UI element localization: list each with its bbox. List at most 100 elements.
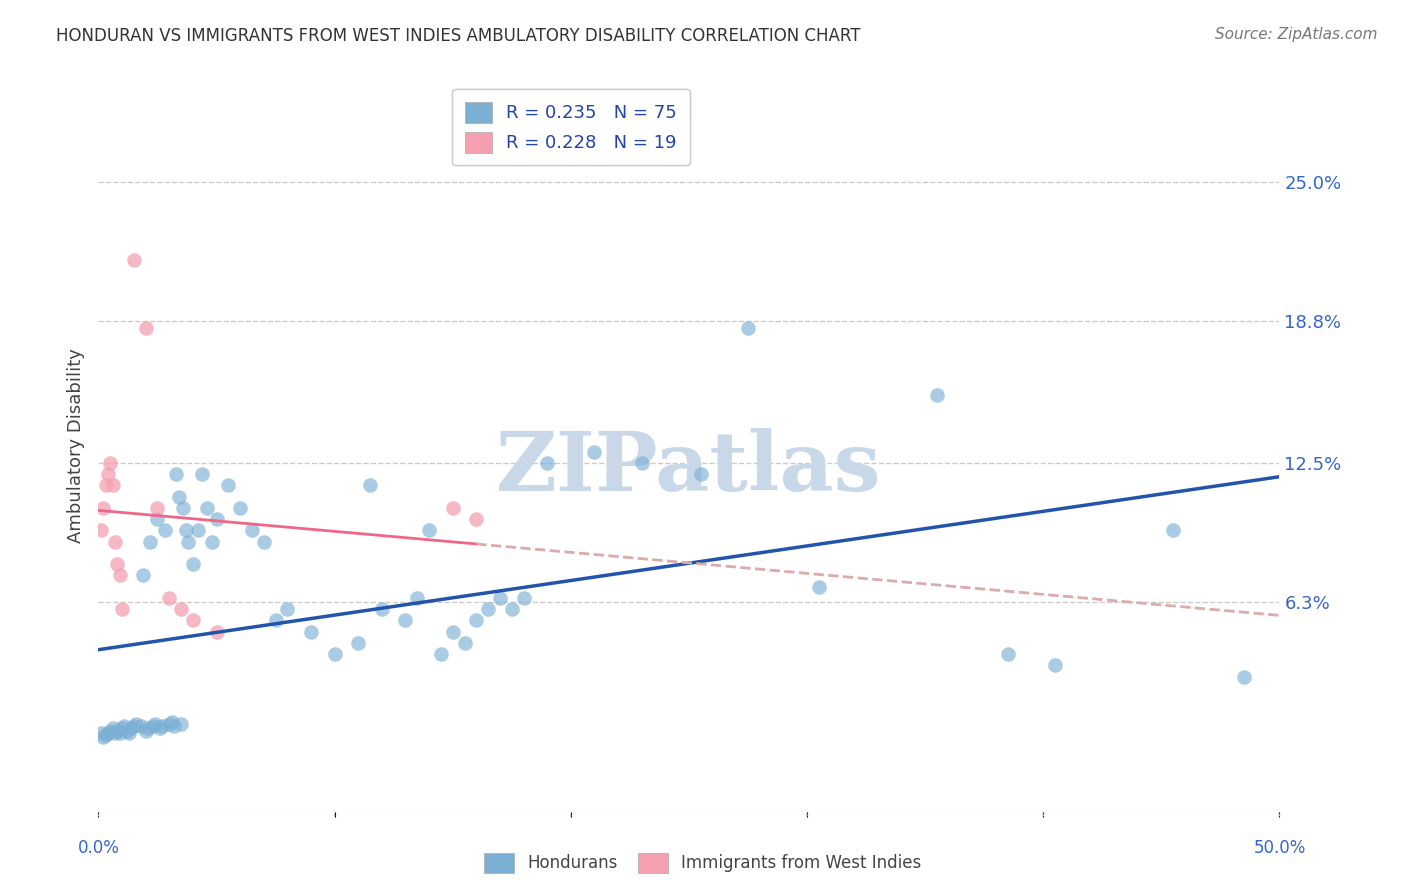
Point [153, 524, 176, 538]
Point [101, 478, 124, 492]
Text: HONDURAN VS IMMIGRANTS FROM WEST INDIES AMBULATORY DISABILITY CORRELATION CHART: HONDURAN VS IMMIGRANTS FROM WEST INDIES … [56, 27, 860, 45]
Point [430, 647, 453, 661]
Point [111, 722, 134, 736]
Point [191, 467, 214, 482]
Point [1161, 524, 1184, 538]
Point [150, 719, 173, 733]
Point [264, 614, 287, 628]
Point [347, 636, 370, 650]
Point [1233, 670, 1256, 684]
Point [105, 557, 128, 571]
Point [90, 726, 112, 740]
Point [165, 467, 187, 482]
Point [229, 500, 252, 515]
Point [205, 512, 228, 526]
Point [501, 602, 523, 616]
Point [111, 602, 134, 616]
Point [201, 534, 224, 549]
Point [174, 524, 197, 538]
Point [98, 456, 121, 470]
Point [104, 534, 127, 549]
Point [299, 624, 322, 639]
Point [195, 500, 218, 515]
Point [172, 500, 194, 515]
Point [418, 524, 440, 538]
Point [323, 647, 346, 661]
Text: ZIPatlas: ZIPatlas [496, 428, 882, 508]
Point [177, 534, 200, 549]
Point [807, 580, 830, 594]
Point [91, 500, 114, 515]
Point [181, 557, 204, 571]
Point [146, 512, 169, 526]
Point [121, 722, 143, 736]
Point [132, 568, 155, 582]
Text: Source: ZipAtlas.com: Source: ZipAtlas.com [1215, 27, 1378, 42]
Point [1043, 658, 1066, 673]
Point [108, 568, 131, 582]
Point [143, 717, 166, 731]
Point [240, 524, 263, 538]
Point [94, 478, 117, 492]
Text: 0.0%: 0.0% [77, 838, 120, 856]
Point [997, 647, 1019, 661]
Point [97, 726, 120, 740]
Point [163, 719, 186, 733]
Point [115, 723, 138, 738]
Point [217, 478, 239, 492]
Point [122, 253, 145, 268]
Point [94, 728, 117, 742]
Point [406, 591, 429, 605]
Point [139, 534, 162, 549]
Point [157, 717, 180, 731]
Point [453, 636, 475, 650]
Point [129, 719, 152, 733]
Point [630, 456, 652, 470]
Point [536, 456, 558, 470]
Point [136, 722, 159, 736]
Point [465, 614, 488, 628]
Point [371, 602, 394, 616]
Point [118, 726, 141, 740]
Point [146, 500, 169, 515]
Point [125, 717, 148, 731]
Point [101, 722, 124, 736]
Point [90, 524, 112, 538]
Point [112, 719, 135, 733]
Point [359, 478, 381, 492]
Text: 50.0%: 50.0% [1253, 838, 1306, 856]
Point [737, 321, 759, 335]
Point [98, 723, 121, 738]
Point [187, 524, 209, 538]
Point [167, 490, 190, 504]
Point [135, 321, 157, 335]
Point [253, 534, 276, 549]
Point [135, 723, 157, 738]
Point [91, 731, 114, 745]
Point [477, 602, 499, 616]
Point [142, 719, 165, 733]
Point [97, 467, 120, 482]
Point [925, 388, 948, 402]
Y-axis label: Ambulatory Disability: Ambulatory Disability [66, 349, 84, 543]
Point [689, 467, 711, 482]
Point [205, 624, 228, 639]
Legend: Hondurans, Immigrants from West Indies: Hondurans, Immigrants from West Indies [478, 847, 928, 880]
Point [122, 719, 145, 733]
Point [108, 726, 131, 740]
Point [276, 602, 298, 616]
Point [105, 723, 128, 738]
Point [181, 614, 204, 628]
Point [394, 614, 416, 628]
Point [583, 444, 606, 458]
Point [157, 591, 180, 605]
Legend: R = 0.235   N = 75, R = 0.228   N = 19: R = 0.235 N = 75, R = 0.228 N = 19 [453, 89, 689, 165]
Point [489, 591, 512, 605]
Point [512, 591, 534, 605]
Point [441, 624, 464, 639]
Point [170, 717, 193, 731]
Point [104, 726, 127, 740]
Point [170, 602, 193, 616]
Point [160, 714, 183, 729]
Point [441, 500, 464, 515]
